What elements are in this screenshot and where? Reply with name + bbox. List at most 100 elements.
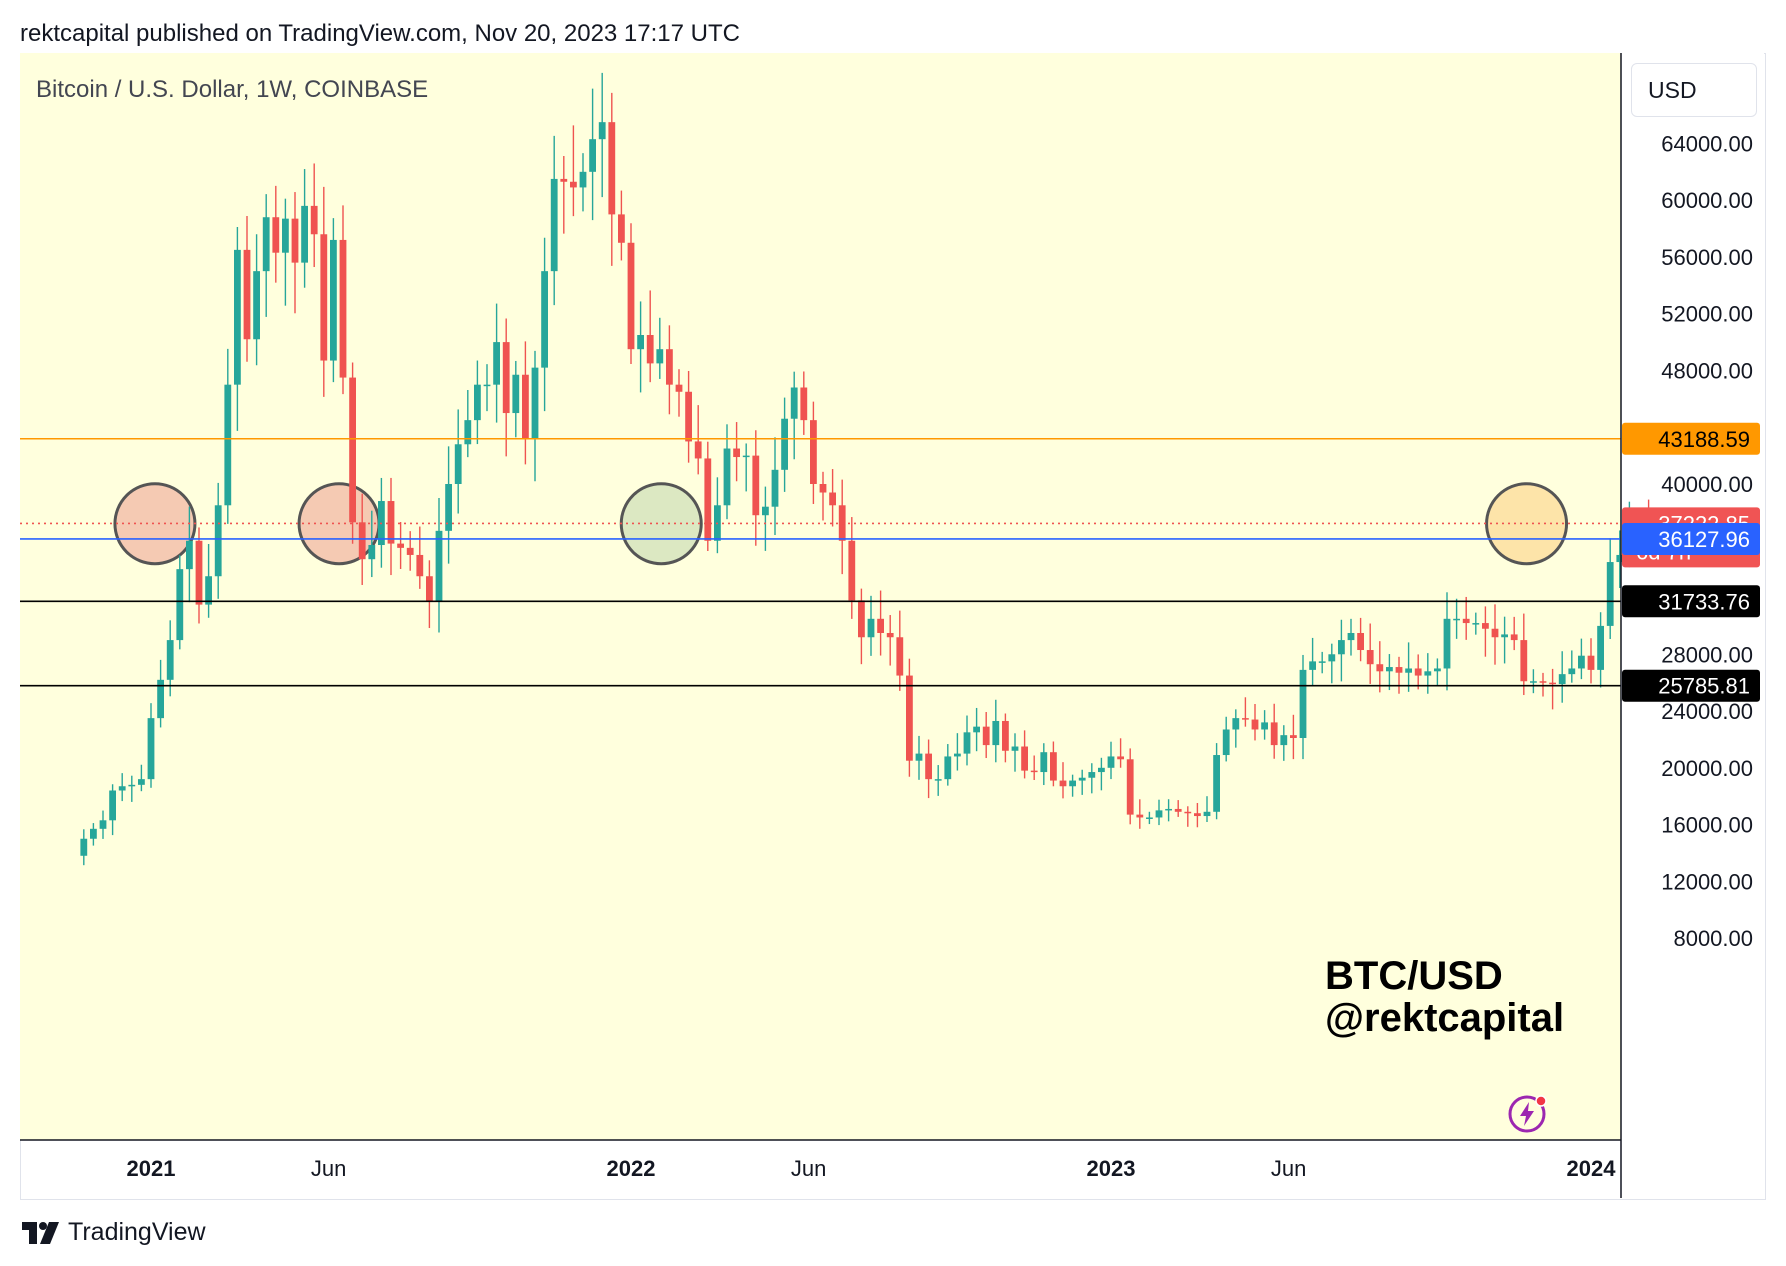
candle[interactable] bbox=[1078, 769, 1086, 795]
candle[interactable] bbox=[675, 369, 683, 417]
candle[interactable] bbox=[790, 371, 798, 460]
candle[interactable] bbox=[1472, 612, 1480, 635]
candle[interactable] bbox=[541, 237, 548, 412]
candle[interactable] bbox=[1088, 763, 1096, 794]
candle[interactable] bbox=[1040, 743, 1048, 786]
candle[interactable] bbox=[598, 72, 606, 198]
candle[interactable] bbox=[435, 498, 443, 633]
candle[interactable] bbox=[1587, 638, 1595, 684]
candle[interactable] bbox=[1165, 799, 1172, 822]
candle[interactable] bbox=[234, 227, 241, 431]
candle[interactable] bbox=[320, 186, 328, 397]
candle[interactable] bbox=[1117, 738, 1124, 768]
candle[interactable] bbox=[176, 555, 184, 650]
candle[interactable] bbox=[1520, 613, 1528, 696]
candle[interactable] bbox=[1616, 530, 1624, 589]
candle[interactable] bbox=[694, 405, 702, 475]
candle[interactable] bbox=[1347, 618, 1355, 656]
candle[interactable] bbox=[714, 477, 721, 554]
candle[interactable] bbox=[214, 482, 222, 599]
candle[interactable] bbox=[934, 765, 942, 796]
candle[interactable] bbox=[666, 325, 673, 415]
candle[interactable] bbox=[627, 223, 635, 364]
candle[interactable] bbox=[147, 703, 155, 788]
candle[interactable] bbox=[771, 437, 779, 536]
price-axis-area[interactable] bbox=[1621, 53, 1764, 1198]
candle[interactable] bbox=[1357, 617, 1364, 662]
candle[interactable] bbox=[819, 471, 827, 521]
candle[interactable] bbox=[781, 397, 788, 492]
candle[interactable] bbox=[493, 303, 500, 423]
candle[interactable] bbox=[1146, 811, 1153, 825]
candle[interactable] bbox=[1184, 806, 1192, 827]
candle[interactable] bbox=[1126, 748, 1134, 825]
candle[interactable] bbox=[877, 590, 884, 656]
candle[interactable] bbox=[1424, 653, 1432, 694]
candle[interactable] bbox=[128, 775, 136, 802]
candle[interactable] bbox=[397, 521, 404, 569]
candle[interactable] bbox=[1155, 799, 1163, 826]
candle[interactable] bbox=[1174, 800, 1182, 817]
candle[interactable] bbox=[1606, 538, 1614, 639]
candle[interactable] bbox=[704, 441, 712, 551]
candle[interactable] bbox=[1366, 623, 1374, 684]
candle[interactable] bbox=[1021, 730, 1028, 779]
candle[interactable] bbox=[637, 301, 644, 393]
candle[interactable] bbox=[579, 153, 587, 212]
candle[interactable] bbox=[416, 526, 424, 589]
candle[interactable] bbox=[1568, 650, 1576, 683]
candle[interactable] bbox=[195, 527, 203, 624]
candle[interactable] bbox=[272, 185, 280, 283]
candle[interactable] bbox=[1299, 654, 1307, 760]
candle[interactable] bbox=[522, 341, 529, 465]
candle[interactable] bbox=[1030, 755, 1038, 781]
candle[interactable] bbox=[867, 595, 875, 656]
candle[interactable] bbox=[618, 190, 625, 261]
candle[interactable] bbox=[118, 773, 126, 802]
candle[interactable] bbox=[838, 479, 846, 575]
candle[interactable] bbox=[1501, 616, 1508, 664]
candle[interactable] bbox=[157, 659, 164, 728]
candle[interactable] bbox=[858, 588, 865, 665]
candle[interactable] bbox=[1376, 641, 1384, 693]
candle[interactable] bbox=[1462, 596, 1470, 640]
candle[interactable] bbox=[464, 390, 472, 458]
candle[interactable] bbox=[90, 823, 97, 846]
candle[interactable] bbox=[1098, 757, 1105, 791]
candle[interactable] bbox=[992, 699, 1000, 763]
candle[interactable] bbox=[291, 192, 299, 314]
candle[interactable] bbox=[1318, 651, 1326, 674]
candle[interactable] bbox=[445, 446, 452, 564]
candle[interactable] bbox=[1194, 803, 1201, 828]
candle[interactable] bbox=[99, 810, 107, 839]
candle[interactable] bbox=[848, 517, 856, 619]
candle[interactable] bbox=[656, 317, 664, 379]
candle[interactable] bbox=[1414, 654, 1422, 690]
candle[interactable] bbox=[915, 735, 923, 780]
candle[interactable] bbox=[1434, 658, 1441, 687]
candle[interactable] bbox=[1222, 716, 1230, 762]
candle[interactable] bbox=[1251, 704, 1259, 741]
candle[interactable] bbox=[474, 360, 481, 445]
candle[interactable] bbox=[1338, 619, 1345, 682]
candle[interactable] bbox=[243, 215, 251, 362]
candle[interactable] bbox=[531, 350, 539, 482]
candle[interactable] bbox=[886, 615, 894, 666]
candle[interactable] bbox=[224, 348, 232, 524]
candle[interactable] bbox=[368, 510, 376, 578]
candle[interactable] bbox=[454, 409, 462, 514]
candle[interactable] bbox=[560, 156, 568, 234]
candle[interactable] bbox=[973, 707, 980, 752]
candle[interactable] bbox=[800, 371, 808, 435]
candle[interactable] bbox=[1491, 604, 1499, 665]
candle[interactable] bbox=[1069, 774, 1076, 797]
candle[interactable] bbox=[1482, 606, 1489, 657]
candle[interactable] bbox=[80, 829, 88, 866]
candle[interactable] bbox=[1280, 725, 1288, 761]
candle[interactable] bbox=[253, 234, 260, 366]
candle[interactable] bbox=[205, 544, 212, 618]
candle[interactable] bbox=[1530, 669, 1537, 694]
candle[interactable] bbox=[166, 620, 174, 697]
candle[interactable] bbox=[301, 169, 308, 288]
candle[interactable] bbox=[1002, 713, 1009, 763]
